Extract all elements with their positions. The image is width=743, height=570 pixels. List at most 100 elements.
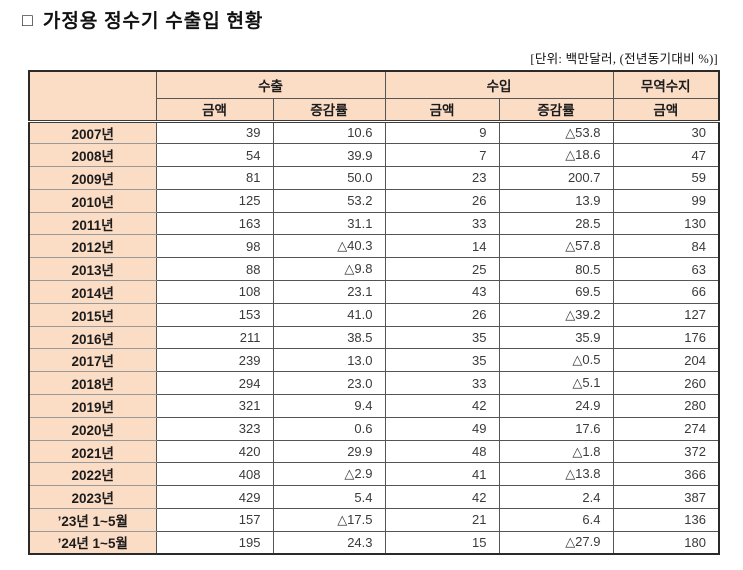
row-period: 2017년	[28, 348, 157, 373]
cell-export-growth: 5.4	[272, 485, 386, 510]
cell-balance-amount: 260	[612, 371, 720, 396]
row-period: 2009년	[28, 166, 157, 190]
table-row: 2008년 54 39.9 7 △18.6 47	[28, 143, 720, 168]
cell-import-amount: 42	[384, 485, 500, 510]
cell-export-growth: 9.4	[272, 394, 386, 418]
cell-import-growth: △57.8	[498, 234, 614, 259]
header-group-row: 수출 수입 무역수지	[28, 70, 720, 123]
table-row: 2020년 323 0.6 49 17.6 274	[28, 416, 720, 441]
table-row: ’23년 1~5월 157 △17.5 21 6.4 136	[28, 508, 720, 532]
cell-balance-amount: 99	[612, 188, 720, 213]
unit-note: [단위: 백만달러, (전년동기대비 %)]	[530, 52, 718, 66]
cell-import-amount: 48	[384, 439, 500, 464]
cell-export-amount: 420	[155, 439, 274, 464]
cell-import-amount: 23	[384, 166, 500, 190]
cell-import-growth: △1.8	[498, 439, 614, 464]
cell-balance-amount: 372	[612, 439, 720, 464]
cell-export-growth: △17.5	[272, 508, 386, 532]
row-period: 2007년	[28, 120, 157, 145]
cell-export-growth: 29.9	[272, 439, 386, 464]
cell-import-amount: 33	[384, 371, 500, 396]
row-period: 2011년	[28, 211, 157, 236]
row-period: 2014년	[28, 280, 157, 304]
cell-balance-amount: 47	[612, 143, 720, 168]
cell-export-growth: 24.3	[272, 530, 386, 556]
table-row: 2021년 420 29.9 48 △1.8 372	[28, 439, 720, 464]
cell-import-growth: △13.8	[498, 462, 614, 487]
page-title-text: 가정용 정수기 수출입 현황	[42, 11, 264, 32]
cell-import-amount: 15	[384, 530, 500, 556]
cell-balance-amount: 127	[612, 302, 720, 327]
cell-balance-amount: 176	[612, 325, 720, 350]
row-period: 2021년	[28, 439, 157, 464]
header-import: 수입	[384, 70, 614, 99]
table-row: 2010년 125 53.2 26 13.9 99	[28, 188, 720, 213]
header-import-growth: 증감률	[498, 97, 614, 123]
table-row: 2007년 39 10.6 9 △53.8 30	[28, 120, 720, 145]
cell-export-amount: 54	[155, 143, 274, 168]
table-row: ’24년 1~5월 195 24.3 15 △27.9 180	[28, 530, 720, 556]
square-bullet-icon: □	[22, 9, 33, 30]
row-period: ’23년 1~5월	[28, 508, 157, 532]
cell-export-amount: 163	[155, 211, 274, 236]
cell-balance-amount: 66	[612, 280, 720, 304]
cell-export-amount: 157	[155, 508, 274, 532]
table-row: 2013년 88 △9.8 25 80.5 63	[28, 257, 720, 282]
cell-import-growth: △27.9	[498, 530, 614, 556]
cell-import-growth: △39.2	[498, 302, 614, 327]
cell-import-amount: 33	[384, 211, 500, 236]
cell-balance-amount: 130	[612, 211, 720, 236]
cell-import-amount: 14	[384, 234, 500, 259]
cell-import-amount: 41	[384, 462, 500, 487]
cell-export-growth: 23.1	[272, 280, 386, 304]
cell-import-growth: 6.4	[498, 508, 614, 532]
cell-export-growth: △2.9	[272, 462, 386, 487]
table-row: 2016년 211 38.5 35 35.9 176	[28, 325, 720, 350]
table-body: 2007년 39 10.6 9 △53.8 30 2008년 54 39.9 7 △18.6 47 20…	[28, 120, 720, 556]
cell-export-amount: 88	[155, 257, 274, 282]
cell-balance-amount: 280	[612, 394, 720, 418]
cell-export-amount: 98	[155, 234, 274, 259]
cell-import-growth: 2.4	[498, 485, 614, 510]
cell-import-growth: 200.7	[498, 166, 614, 190]
header-export-amount: 금액	[155, 97, 274, 123]
cell-export-amount: 211	[155, 325, 274, 350]
cell-import-amount: 9	[384, 120, 500, 145]
cell-import-amount: 42	[384, 394, 500, 418]
cell-import-growth: 69.5	[498, 280, 614, 304]
trade-table: 수출 수입 무역수지 금액 증감률 금액 증감률 금액 2007년 39 10.6 9…	[28, 70, 720, 556]
table-row: 2009년 81 50.0 23 200.7 59	[28, 166, 720, 190]
cell-export-growth: 23.0	[272, 371, 386, 396]
corner-cell	[28, 70, 157, 123]
cell-import-growth: △5.1	[498, 371, 614, 396]
cell-export-growth: 53.2	[272, 188, 386, 213]
cell-balance-amount: 136	[612, 508, 720, 532]
row-period: 2019년	[28, 394, 157, 418]
cell-export-growth: 0.6	[272, 416, 386, 441]
cell-export-amount: 294	[155, 371, 274, 396]
cell-export-amount: 321	[155, 394, 274, 418]
cell-balance-amount: 387	[612, 485, 720, 510]
header-balance: 무역수지	[612, 70, 720, 99]
table-row: 2011년 163 31.1 33 28.5 130	[28, 211, 720, 236]
cell-import-amount: 21	[384, 508, 500, 532]
cell-import-amount: 7	[384, 143, 500, 168]
row-period: 2018년	[28, 371, 157, 396]
cell-balance-amount: 180	[612, 530, 720, 556]
table-row: 2015년 153 41.0 26 △39.2 127	[28, 302, 720, 327]
row-period: 2015년	[28, 302, 157, 327]
cell-export-amount: 153	[155, 302, 274, 327]
cell-export-amount: 323	[155, 416, 274, 441]
cell-export-amount: 429	[155, 485, 274, 510]
cell-import-amount: 35	[384, 325, 500, 350]
cell-import-growth: △18.6	[498, 143, 614, 168]
cell-export-growth: 10.6	[272, 120, 386, 145]
cell-import-amount: 35	[384, 348, 500, 373]
table-row: 2014년 108 23.1 43 69.5 66	[28, 280, 720, 304]
table-row: 2022년 408 △2.9 41 △13.8 366	[28, 462, 720, 487]
cell-balance-amount: 274	[612, 416, 720, 441]
table-row: 2023년 429 5.4 42 2.4 387	[28, 485, 720, 510]
cell-import-growth: 35.9	[498, 325, 614, 350]
cell-balance-amount: 204	[612, 348, 720, 373]
